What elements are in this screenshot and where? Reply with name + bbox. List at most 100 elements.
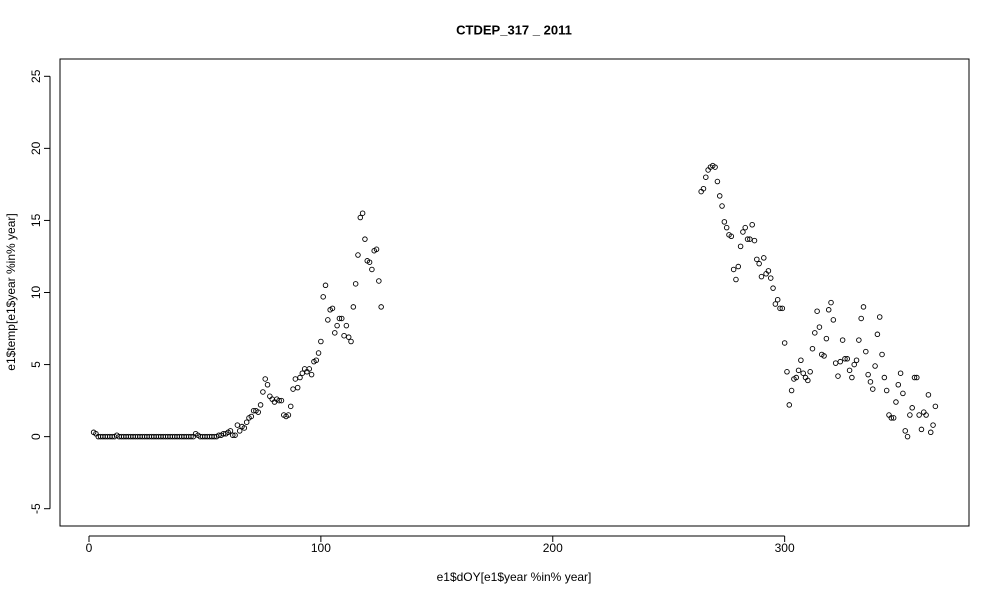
point	[338, 315, 345, 322]
point	[930, 422, 936, 428]
point	[700, 185, 707, 192]
point	[772, 301, 779, 307]
point	[378, 304, 384, 310]
point	[703, 174, 709, 180]
point	[777, 305, 783, 312]
point	[728, 233, 735, 240]
point	[902, 428, 908, 434]
point	[932, 403, 939, 410]
point	[881, 374, 888, 381]
point	[853, 357, 860, 363]
y-tick-label: -5	[29, 503, 43, 514]
point	[800, 370, 806, 376]
point	[366, 259, 373, 265]
point	[844, 356, 851, 362]
point	[786, 402, 793, 408]
point	[870, 386, 876, 392]
point	[325, 317, 331, 323]
y-tick-label: 5	[29, 361, 43, 368]
point	[334, 322, 340, 329]
point	[243, 419, 250, 425]
point	[770, 285, 776, 291]
x-tick-label: 300	[775, 541, 795, 555]
point	[712, 164, 718, 170]
point	[336, 315, 343, 322]
x-axis-label: e1$dOY[e1$year %in% year]	[437, 570, 592, 584]
point	[373, 246, 380, 253]
point	[285, 412, 292, 418]
point	[751, 237, 758, 244]
y-tick-label: 25	[29, 69, 43, 83]
point	[329, 305, 336, 312]
point	[858, 315, 864, 322]
point	[264, 381, 271, 388]
point	[865, 371, 871, 378]
point	[350, 304, 357, 310]
point	[345, 334, 352, 340]
point	[733, 276, 739, 283]
point	[719, 203, 725, 209]
point	[904, 433, 911, 440]
point	[332, 330, 338, 336]
chart-title: CTDEP_317 _ 2011	[456, 22, 572, 37]
point	[814, 308, 820, 314]
point	[828, 299, 834, 306]
point	[315, 350, 322, 356]
point	[842, 356, 848, 362]
point	[227, 428, 234, 434]
point	[874, 331, 881, 338]
point	[735, 263, 742, 270]
point	[260, 389, 266, 395]
point	[907, 412, 913, 418]
y-tick-label: 10	[29, 286, 43, 300]
point	[232, 432, 238, 438]
point	[308, 371, 315, 378]
point	[714, 178, 721, 185]
point	[767, 275, 774, 281]
point	[856, 337, 862, 343]
plot-frame	[59, 58, 970, 527]
point	[795, 367, 802, 374]
point	[761, 255, 767, 261]
point	[893, 399, 899, 405]
point	[297, 374, 303, 381]
point	[807, 369, 813, 375]
point	[925, 392, 932, 398]
point	[723, 224, 730, 231]
point	[832, 360, 839, 366]
point	[825, 307, 832, 313]
point	[188, 433, 194, 440]
x-tick-label: 0	[86, 541, 93, 555]
point	[916, 412, 922, 418]
point	[821, 353, 827, 359]
point	[812, 330, 818, 336]
point	[839, 337, 846, 343]
point	[879, 351, 885, 358]
point	[352, 281, 359, 287]
point	[911, 374, 918, 381]
point	[805, 377, 811, 384]
point	[860, 304, 867, 310]
point	[909, 405, 915, 411]
y-tick-label: 0	[29, 433, 43, 440]
point	[320, 294, 326, 300]
point	[756, 260, 762, 267]
point	[341, 332, 347, 339]
point	[276, 397, 282, 404]
point	[287, 403, 294, 410]
point	[318, 338, 324, 345]
point	[784, 369, 790, 375]
point	[359, 210, 366, 216]
point	[737, 243, 744, 250]
point	[890, 415, 897, 421]
point	[278, 397, 285, 404]
point	[376, 278, 382, 284]
point	[730, 266, 737, 273]
point	[809, 345, 816, 352]
point	[837, 358, 844, 365]
point	[823, 335, 830, 342]
point	[888, 415, 895, 421]
point	[897, 370, 904, 376]
point	[872, 363, 878, 369]
